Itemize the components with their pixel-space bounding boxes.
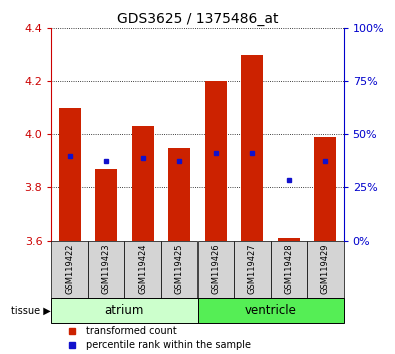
Bar [198,240,234,298]
Bar [161,240,198,298]
Text: GSM119423: GSM119423 [102,244,111,294]
Text: GSM119429: GSM119429 [321,244,330,294]
Text: GSM119427: GSM119427 [248,244,257,294]
Bar [95,169,117,240]
Text: GSM119425: GSM119425 [175,244,184,294]
Bar [271,240,307,298]
Text: GSM119426: GSM119426 [211,244,220,294]
Bar [278,238,300,240]
Bar [241,55,263,240]
Text: GSM119422: GSM119422 [65,244,74,294]
Bar [198,298,344,324]
Bar [51,240,88,298]
Bar [168,148,190,240]
Bar [205,81,227,240]
Bar [59,108,81,240]
Bar [88,240,124,298]
Text: GSM119428: GSM119428 [284,244,293,294]
Bar [314,137,336,240]
Text: tissue ▶: tissue ▶ [11,306,51,316]
Bar [51,298,198,324]
Bar [124,240,161,298]
Text: atrium: atrium [105,304,144,318]
Title: GDS3625 / 1375486_at: GDS3625 / 1375486_at [117,12,278,26]
Bar [307,240,344,298]
Text: percentile rank within the sample: percentile rank within the sample [87,339,252,349]
Text: GSM119424: GSM119424 [138,244,147,294]
Bar [234,240,271,298]
Text: ventricle: ventricle [245,304,297,318]
Bar [132,126,154,240]
Text: transformed count: transformed count [87,326,177,336]
